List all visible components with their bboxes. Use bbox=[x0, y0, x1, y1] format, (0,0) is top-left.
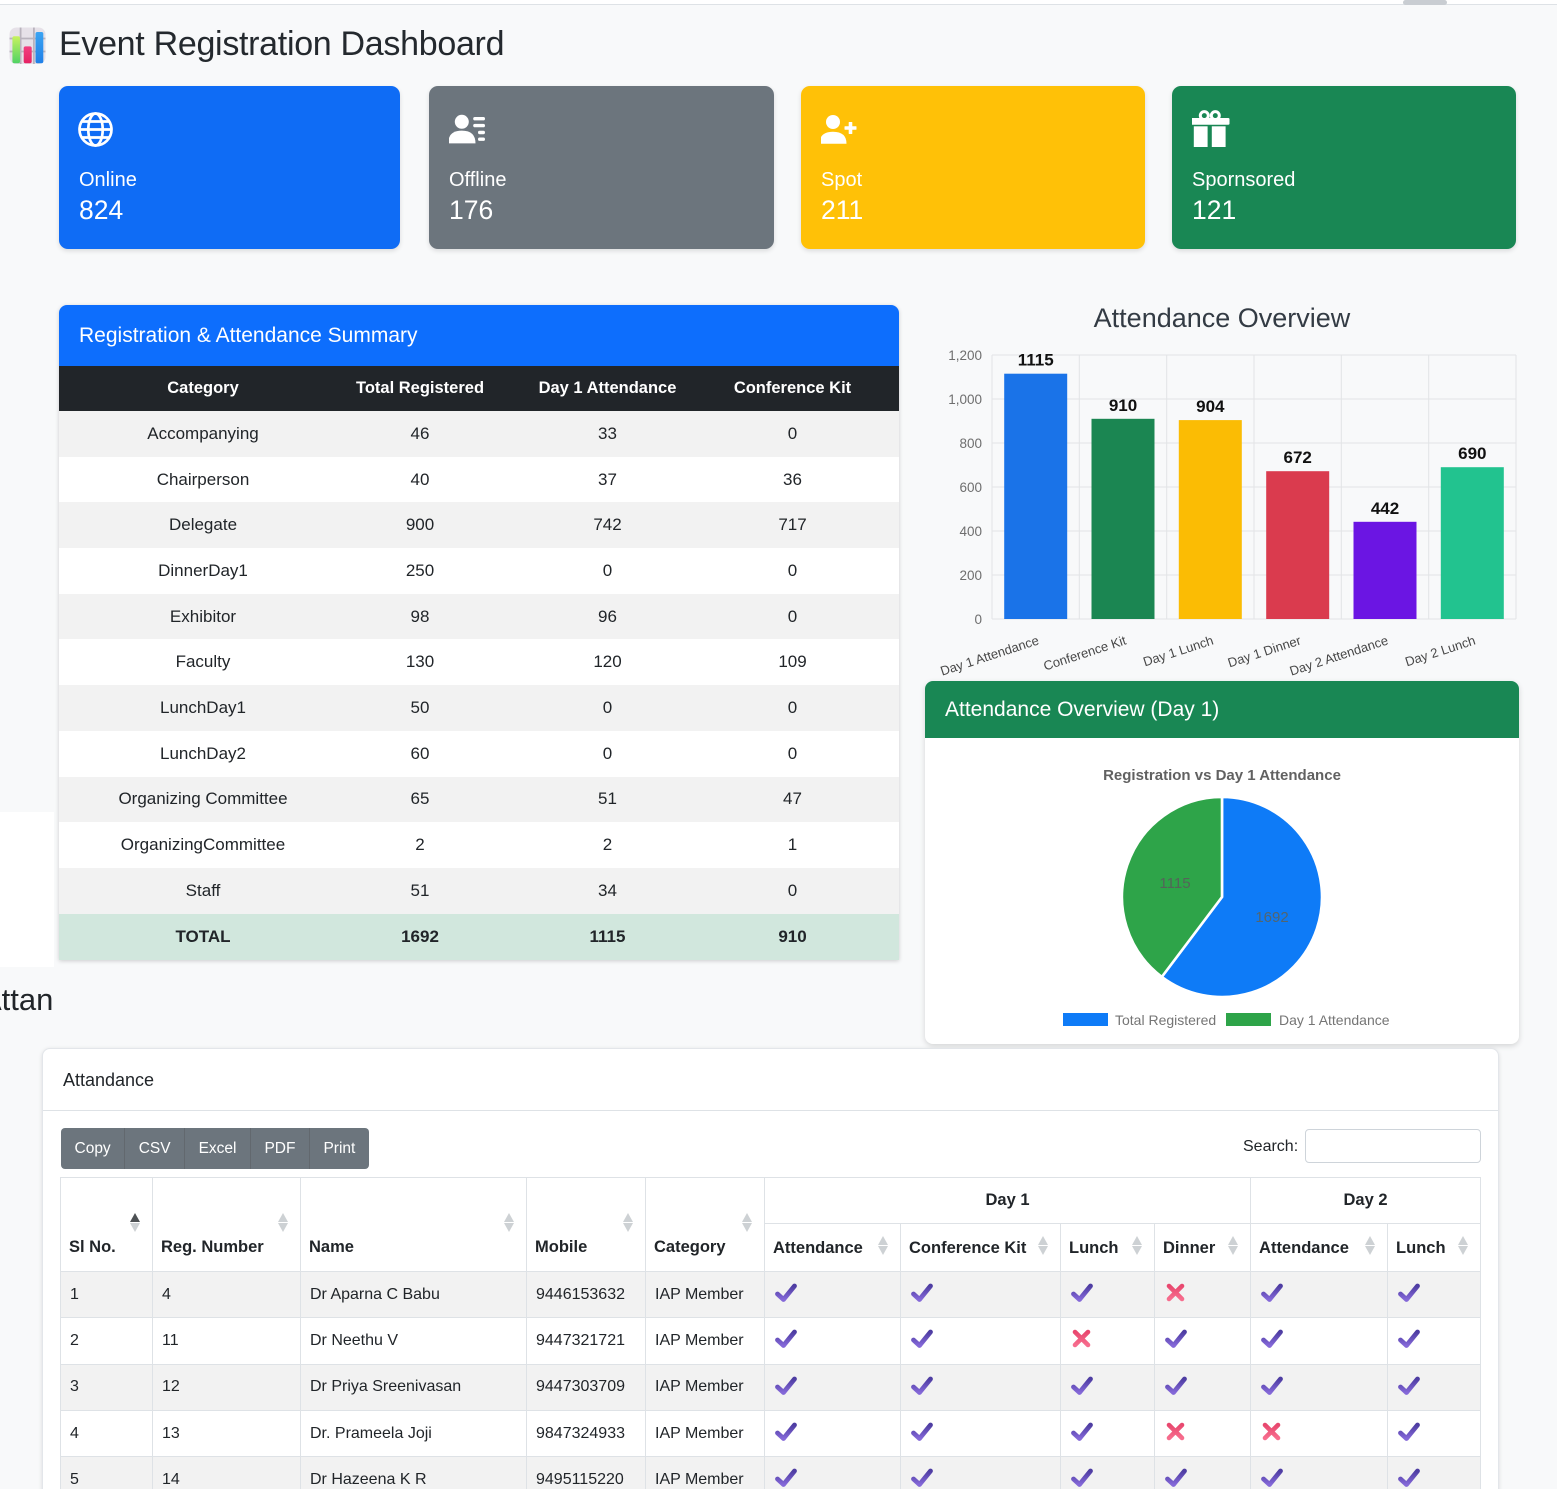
svg-text:1,000: 1,000 bbox=[948, 392, 982, 407]
svg-text:Day 2 Attendance: Day 2 Attendance bbox=[1288, 633, 1390, 679]
svg-text:672: 672 bbox=[1284, 448, 1312, 467]
svg-text:1692: 1692 bbox=[1255, 909, 1288, 926]
svg-text:904: 904 bbox=[1196, 397, 1225, 416]
svg-text:910: 910 bbox=[1109, 396, 1137, 415]
svg-text:0: 0 bbox=[974, 612, 982, 627]
svg-text:Day 1 Attendance: Day 1 Attendance bbox=[938, 633, 1040, 679]
svg-text:Day 2 Lunch: Day 2 Lunch bbox=[1403, 633, 1477, 670]
svg-text:400: 400 bbox=[959, 524, 982, 539]
svg-text:800: 800 bbox=[959, 436, 982, 451]
svg-text:Conference Kit: Conference Kit bbox=[1042, 632, 1129, 673]
svg-text:442: 442 bbox=[1371, 499, 1399, 518]
svg-text:1115: 1115 bbox=[1159, 875, 1190, 892]
svg-text:1,200: 1,200 bbox=[948, 348, 982, 363]
svg-text:600: 600 bbox=[959, 480, 982, 495]
svg-text:Day 1 Lunch: Day 1 Lunch bbox=[1141, 633, 1215, 670]
svg-text:1115: 1115 bbox=[1018, 351, 1054, 370]
svg-text:690: 690 bbox=[1458, 444, 1486, 463]
svg-text:200: 200 bbox=[959, 568, 982, 583]
